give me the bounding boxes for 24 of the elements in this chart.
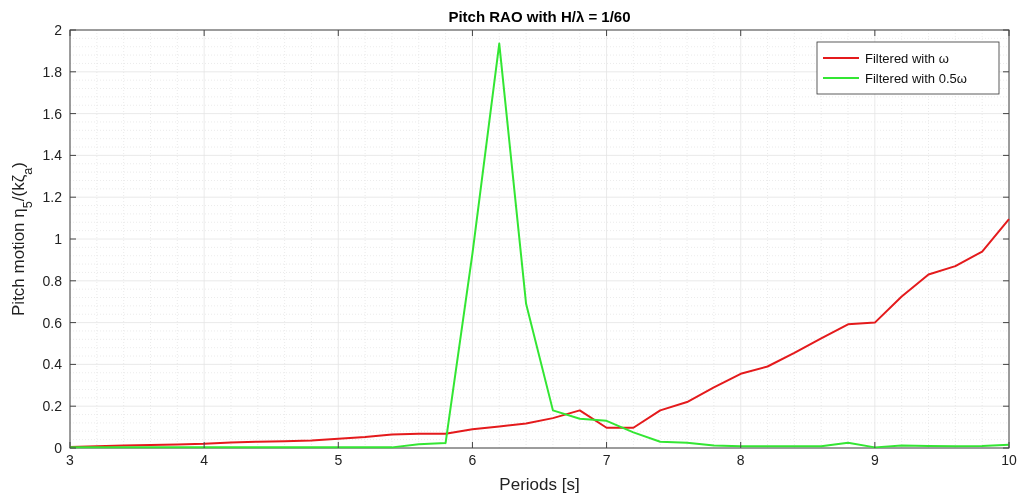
y-tick-label: 2	[54, 21, 63, 38]
x-tick-label: 10	[1001, 452, 1017, 468]
x-tick-label: 5	[334, 452, 343, 468]
x-axis-title: Periods [s]	[499, 475, 580, 494]
x-tick-label: 4	[200, 452, 209, 468]
x-tick-label: 8	[736, 452, 745, 468]
y-tick-label: 1	[54, 230, 63, 247]
x-tick-label: 6	[468, 452, 477, 468]
y-tick-label: 0	[54, 439, 63, 456]
y-tick-label: 1.6	[42, 105, 63, 122]
x-tick-label: 7	[602, 452, 611, 468]
y-tick-label: 0.8	[42, 272, 63, 289]
legend-label: Filtered with 0.5ω	[865, 70, 967, 86]
line-series	[69, 42, 1010, 449]
x-tick-label: 9	[870, 452, 879, 468]
y-tick-label: 1.4	[42, 147, 63, 164]
y-tick-label: 0.4	[42, 356, 63, 373]
legend-label: Filtered with ω	[865, 50, 949, 66]
y-tick-label: 0.2	[42, 398, 63, 415]
y-tick-label: 1.2	[42, 189, 63, 206]
chart-title: Pitch RAO with H/λ = 1/60	[448, 8, 631, 25]
y-tick-label: 0.6	[42, 314, 63, 331]
x-tick-label: 3	[66, 452, 75, 468]
y-tick-label: 1.8	[42, 63, 63, 80]
